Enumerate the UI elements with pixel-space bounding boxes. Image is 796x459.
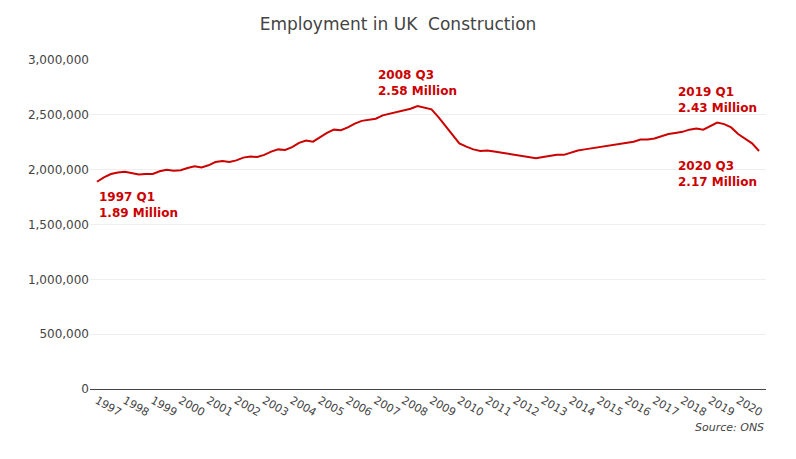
- svg-text:2004: 2004: [288, 394, 319, 419]
- svg-text:2009: 2009: [427, 394, 458, 419]
- svg-text:2007: 2007: [371, 394, 402, 419]
- svg-text:2,500,000: 2,500,000: [28, 108, 89, 122]
- svg-text:2020 Q32.17 Million: 2020 Q32.17 Million: [678, 159, 757, 189]
- svg-text:2014: 2014: [567, 394, 598, 419]
- svg-text:3,000,000: 3,000,000: [28, 53, 89, 67]
- svg-text:2011: 2011: [483, 394, 514, 419]
- svg-text:2006: 2006: [344, 394, 375, 419]
- svg-text:2002: 2002: [232, 394, 263, 419]
- svg-text:2008: 2008: [399, 394, 430, 419]
- svg-text:2019: 2019: [706, 394, 737, 419]
- svg-text:Employment in UK Construction: Employment in UK Construction: [260, 14, 537, 34]
- svg-text:2020: 2020: [734, 394, 765, 419]
- svg-text:2010: 2010: [455, 394, 486, 419]
- svg-text:2019 Q12.43 Million: 2019 Q12.43 Million: [678, 85, 757, 115]
- svg-text:2012: 2012: [511, 394, 542, 419]
- svg-text:2017: 2017: [650, 394, 681, 419]
- svg-text:2,000,000: 2,000,000: [28, 163, 89, 177]
- svg-text:2003: 2003: [260, 394, 291, 419]
- svg-text:0: 0: [81, 382, 89, 396]
- svg-text:500,000: 500,000: [39, 327, 89, 341]
- svg-text:1,000,000: 1,000,000: [28, 273, 89, 287]
- svg-text:2008 Q32.58 Million: 2008 Q32.58 Million: [378, 68, 457, 98]
- svg-text:2015: 2015: [594, 394, 625, 419]
- svg-text:2001: 2001: [204, 394, 235, 419]
- svg-text:2000: 2000: [176, 394, 207, 419]
- svg-text:2018: 2018: [678, 394, 709, 419]
- svg-text:2005: 2005: [316, 394, 347, 419]
- svg-text:2013: 2013: [539, 394, 570, 419]
- svg-text:1,500,000: 1,500,000: [28, 218, 89, 232]
- svg-text:1997: 1997: [93, 394, 124, 419]
- svg-text:1997 Q11.89 Million: 1997 Q11.89 Million: [99, 190, 178, 220]
- svg-text:2016: 2016: [622, 394, 653, 419]
- svg-text:1998: 1998: [121, 394, 152, 419]
- svg-text:Source: ONS: Source: ONS: [695, 421, 764, 434]
- svg-text:1999: 1999: [148, 394, 179, 419]
